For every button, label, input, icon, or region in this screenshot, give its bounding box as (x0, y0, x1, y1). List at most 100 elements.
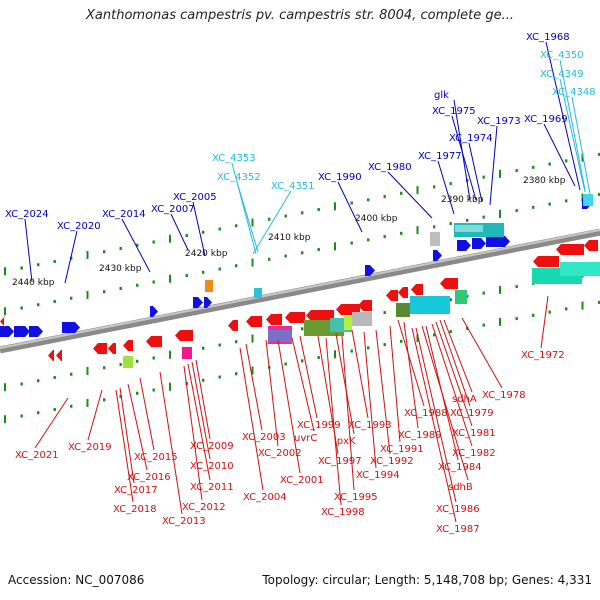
gene-labels[interactable]: XC_1968XC_4350XC_4349XC_4348glkXC_1975XC… (5, 32, 596, 535)
feature-block (254, 288, 262, 298)
tick-mark (515, 209, 518, 213)
forward-gene (0, 326, 14, 337)
tick-mark (367, 198, 370, 202)
feature-block (344, 316, 352, 330)
gene-glyphs[interactable] (0, 194, 600, 368)
tick-mark (136, 283, 139, 287)
reverse-gene-label: XC_1988 (404, 408, 448, 419)
leader-line (159, 371, 183, 515)
tick-mark (284, 214, 287, 218)
leader-line (571, 96, 591, 195)
forward-gene-label: XC_4350 (540, 50, 584, 61)
reverse-gene (411, 284, 423, 295)
tick-mark (548, 162, 551, 166)
map-title: Xanthomonas campestris pv. campestris st… (86, 8, 514, 23)
reverse-gene (285, 312, 305, 323)
tick-mark (515, 169, 518, 173)
reverse-gene (56, 350, 62, 361)
reverse-gene-label: XC_2013 (162, 516, 206, 527)
reverse-gene (93, 343, 107, 354)
leader-line (121, 218, 151, 273)
leader-line (543, 123, 576, 187)
leader-line (87, 389, 103, 441)
tick-mark (20, 306, 23, 310)
reverse-gene-label: XC_2010 (190, 461, 234, 472)
leader-line (451, 115, 477, 201)
feature-block (410, 296, 450, 314)
tick-mark (548, 202, 551, 206)
tick-mark (70, 404, 73, 408)
tick-mark (103, 290, 106, 294)
tick-mark (284, 362, 287, 366)
tick-mark (235, 264, 238, 268)
tick-mark (4, 267, 6, 276)
tick-mark (53, 375, 56, 379)
reverse-gene-label: XC_1999 (297, 420, 341, 431)
tick-mark (86, 290, 89, 299)
tick-mark (119, 246, 122, 250)
tick-mark (268, 257, 271, 261)
forward-gene (62, 322, 80, 333)
forward-gene-label: XC_1974 (449, 133, 493, 144)
reverse-gene-label: XC_2011 (190, 482, 234, 493)
tick-mark (482, 175, 485, 179)
tick-mark (301, 327, 304, 331)
leader-line (411, 327, 457, 523)
tick-mark (317, 356, 320, 360)
leader-line (545, 41, 581, 191)
feature-block (430, 232, 440, 246)
reverse-gene (386, 290, 398, 301)
leader-line (431, 323, 473, 447)
reverse-gene (175, 330, 193, 341)
tick-mark (268, 217, 271, 221)
tick-mark (218, 343, 221, 347)
tick-mark (235, 224, 238, 228)
forward-gene-label: XC_2005 (173, 192, 217, 203)
forward-gene (150, 306, 158, 317)
tick-mark (301, 211, 304, 215)
tick-mark (218, 267, 221, 271)
tick-mark (4, 307, 6, 316)
tick-mark (218, 227, 221, 231)
reverse-gene (398, 287, 408, 298)
tick-mark (103, 398, 106, 402)
tick-mark (383, 343, 386, 347)
forward-gene-label: XC_1968 (526, 32, 570, 43)
reverse-gene-label: XC_2021 (15, 450, 59, 461)
tick-mark (20, 382, 23, 386)
forward-gene-label: XC_2020 (57, 221, 101, 232)
tick-mark (334, 242, 336, 251)
forward-gene (472, 238, 486, 249)
leader-line (119, 387, 135, 484)
tick-mark (565, 159, 568, 163)
leader-line (187, 363, 211, 481)
forward-gene-label: glk (434, 90, 449, 101)
tick-mark (53, 259, 56, 263)
leader-line (403, 321, 419, 429)
leader-line (387, 171, 433, 219)
forward-gene (29, 326, 43, 337)
leader-line (435, 321, 473, 427)
tick-mark (301, 251, 304, 255)
tick-mark (37, 263, 40, 267)
leader-line (245, 343, 263, 431)
tick-mark (70, 296, 73, 300)
leader-line (468, 142, 483, 203)
tick-mark (202, 230, 205, 234)
leader-line (192, 201, 206, 257)
tick-mark (433, 225, 436, 229)
tick-mark (185, 234, 188, 238)
reverse-gene-label: sdhB (448, 482, 473, 493)
tick-mark (119, 286, 122, 290)
reverse-gene-label: XC_1987 (436, 524, 480, 535)
reverse-gene-label: XC_1979 (450, 408, 494, 419)
ruler-label: 2440 kbp (12, 278, 55, 288)
leader-line (559, 59, 586, 191)
tick-mark (433, 185, 436, 189)
reverse-gene-label: XC_1978 (482, 390, 526, 401)
tick-mark (37, 303, 40, 307)
tick-mark (598, 192, 600, 196)
leader-line (351, 329, 369, 419)
reverse-gene-label: XC_2003 (242, 432, 286, 443)
